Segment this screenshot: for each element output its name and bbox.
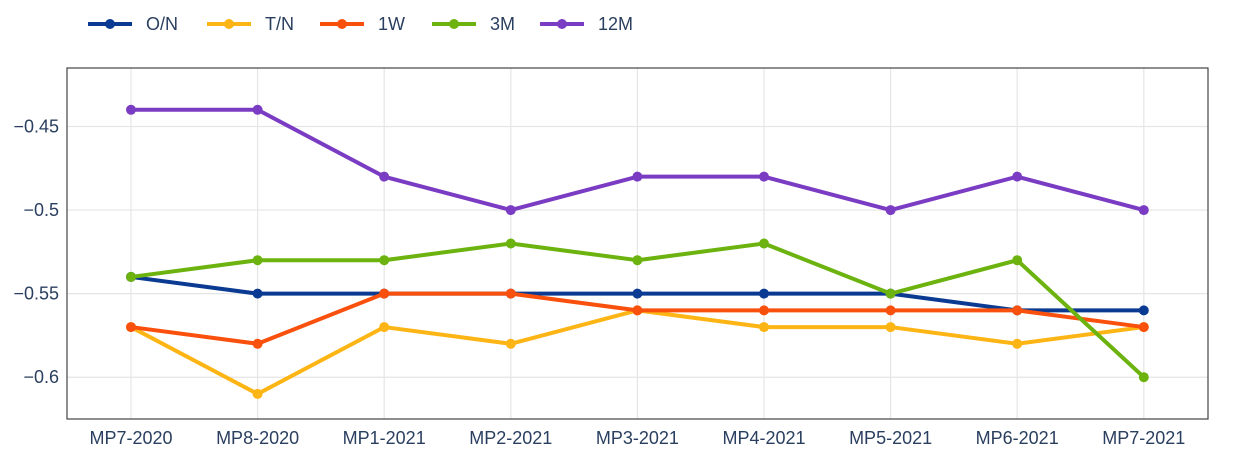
data-point	[632, 171, 643, 182]
data-point	[252, 288, 263, 299]
data-point	[1138, 372, 1149, 383]
data-point	[1012, 338, 1023, 349]
y-tick-label: −0.55	[13, 284, 59, 304]
y-tick-label: −0.45	[13, 117, 59, 137]
data-point	[252, 255, 263, 266]
legend-label: T/N	[265, 14, 294, 34]
legend-item[interactable]: 1W	[320, 14, 405, 34]
data-point	[759, 288, 769, 299]
y-tick-label: −0.6	[23, 367, 59, 387]
legend-label: O/N	[146, 14, 178, 34]
data-point	[1012, 171, 1023, 182]
legend-swatch-point	[449, 19, 459, 29]
legend-item[interactable]: T/N	[207, 14, 294, 34]
data-point	[505, 288, 516, 299]
x-tick-label: MP6-2021	[976, 428, 1059, 448]
legend-item[interactable]: 12M	[540, 14, 633, 34]
data-point	[759, 238, 769, 249]
x-tick-label: MP2-2021	[469, 428, 552, 448]
data-point	[126, 322, 136, 333]
data-point	[505, 205, 516, 216]
series-1w	[126, 288, 1149, 349]
data-point	[252, 338, 263, 349]
legend-label: 3M	[490, 14, 515, 34]
x-tick-label: MP7-2021	[1102, 428, 1185, 448]
data-point	[379, 255, 390, 266]
data-point	[379, 171, 390, 182]
data-point	[252, 104, 263, 115]
series-3m	[126, 238, 1149, 383]
data-point	[379, 322, 390, 333]
data-point	[1012, 305, 1023, 316]
x-tick-label: MP1-2021	[343, 428, 426, 448]
data-point	[759, 305, 769, 316]
data-point	[885, 305, 896, 316]
legend-swatch-point	[224, 19, 234, 29]
legend-swatch-point	[105, 19, 115, 29]
x-tick-label: MP4-2021	[722, 428, 805, 448]
plot-area	[66, 67, 1209, 420]
legend-swatch-point	[337, 19, 347, 29]
data-point	[252, 388, 263, 399]
data-point	[632, 255, 643, 266]
x-tick-label: MP5-2021	[849, 428, 932, 448]
data-point	[885, 288, 896, 299]
legend-label: 12M	[598, 14, 633, 34]
data-point	[505, 338, 516, 349]
x-axis: MP7-2020 MP8-2020 MP1-2021 MP2-2021 MP3-2021…	[89, 428, 1185, 448]
y-axis: −0.45 −0.5 −0.55 −0.6	[13, 117, 59, 388]
data-point	[1138, 205, 1149, 216]
legend-item[interactable]: O/N	[88, 14, 178, 34]
data-point	[379, 288, 390, 299]
data-point	[885, 205, 896, 216]
data-point	[126, 104, 136, 115]
data-point	[885, 322, 896, 333]
data-point	[1138, 322, 1149, 333]
legend-label: 1W	[378, 14, 405, 34]
x-tick-label: MP7-2020	[89, 428, 172, 448]
series-group	[126, 104, 1149, 399]
y-tick-label: −0.5	[23, 200, 59, 220]
data-point	[1138, 305, 1149, 316]
data-point	[1012, 255, 1023, 266]
data-point	[759, 322, 769, 333]
x-tick-label: MP3-2021	[596, 428, 679, 448]
data-point	[632, 288, 643, 299]
data-point	[126, 271, 136, 282]
legend-item[interactable]: 3M	[432, 14, 515, 34]
gridlines	[67, 68, 1208, 419]
legend: O/N T/N 1W 3M 12M	[88, 14, 633, 34]
data-point	[759, 171, 769, 182]
series-12m	[126, 104, 1149, 216]
data-point	[632, 305, 643, 316]
x-tick-label: MP8-2020	[216, 428, 299, 448]
legend-swatch-point	[557, 19, 567, 29]
data-point	[505, 238, 516, 249]
